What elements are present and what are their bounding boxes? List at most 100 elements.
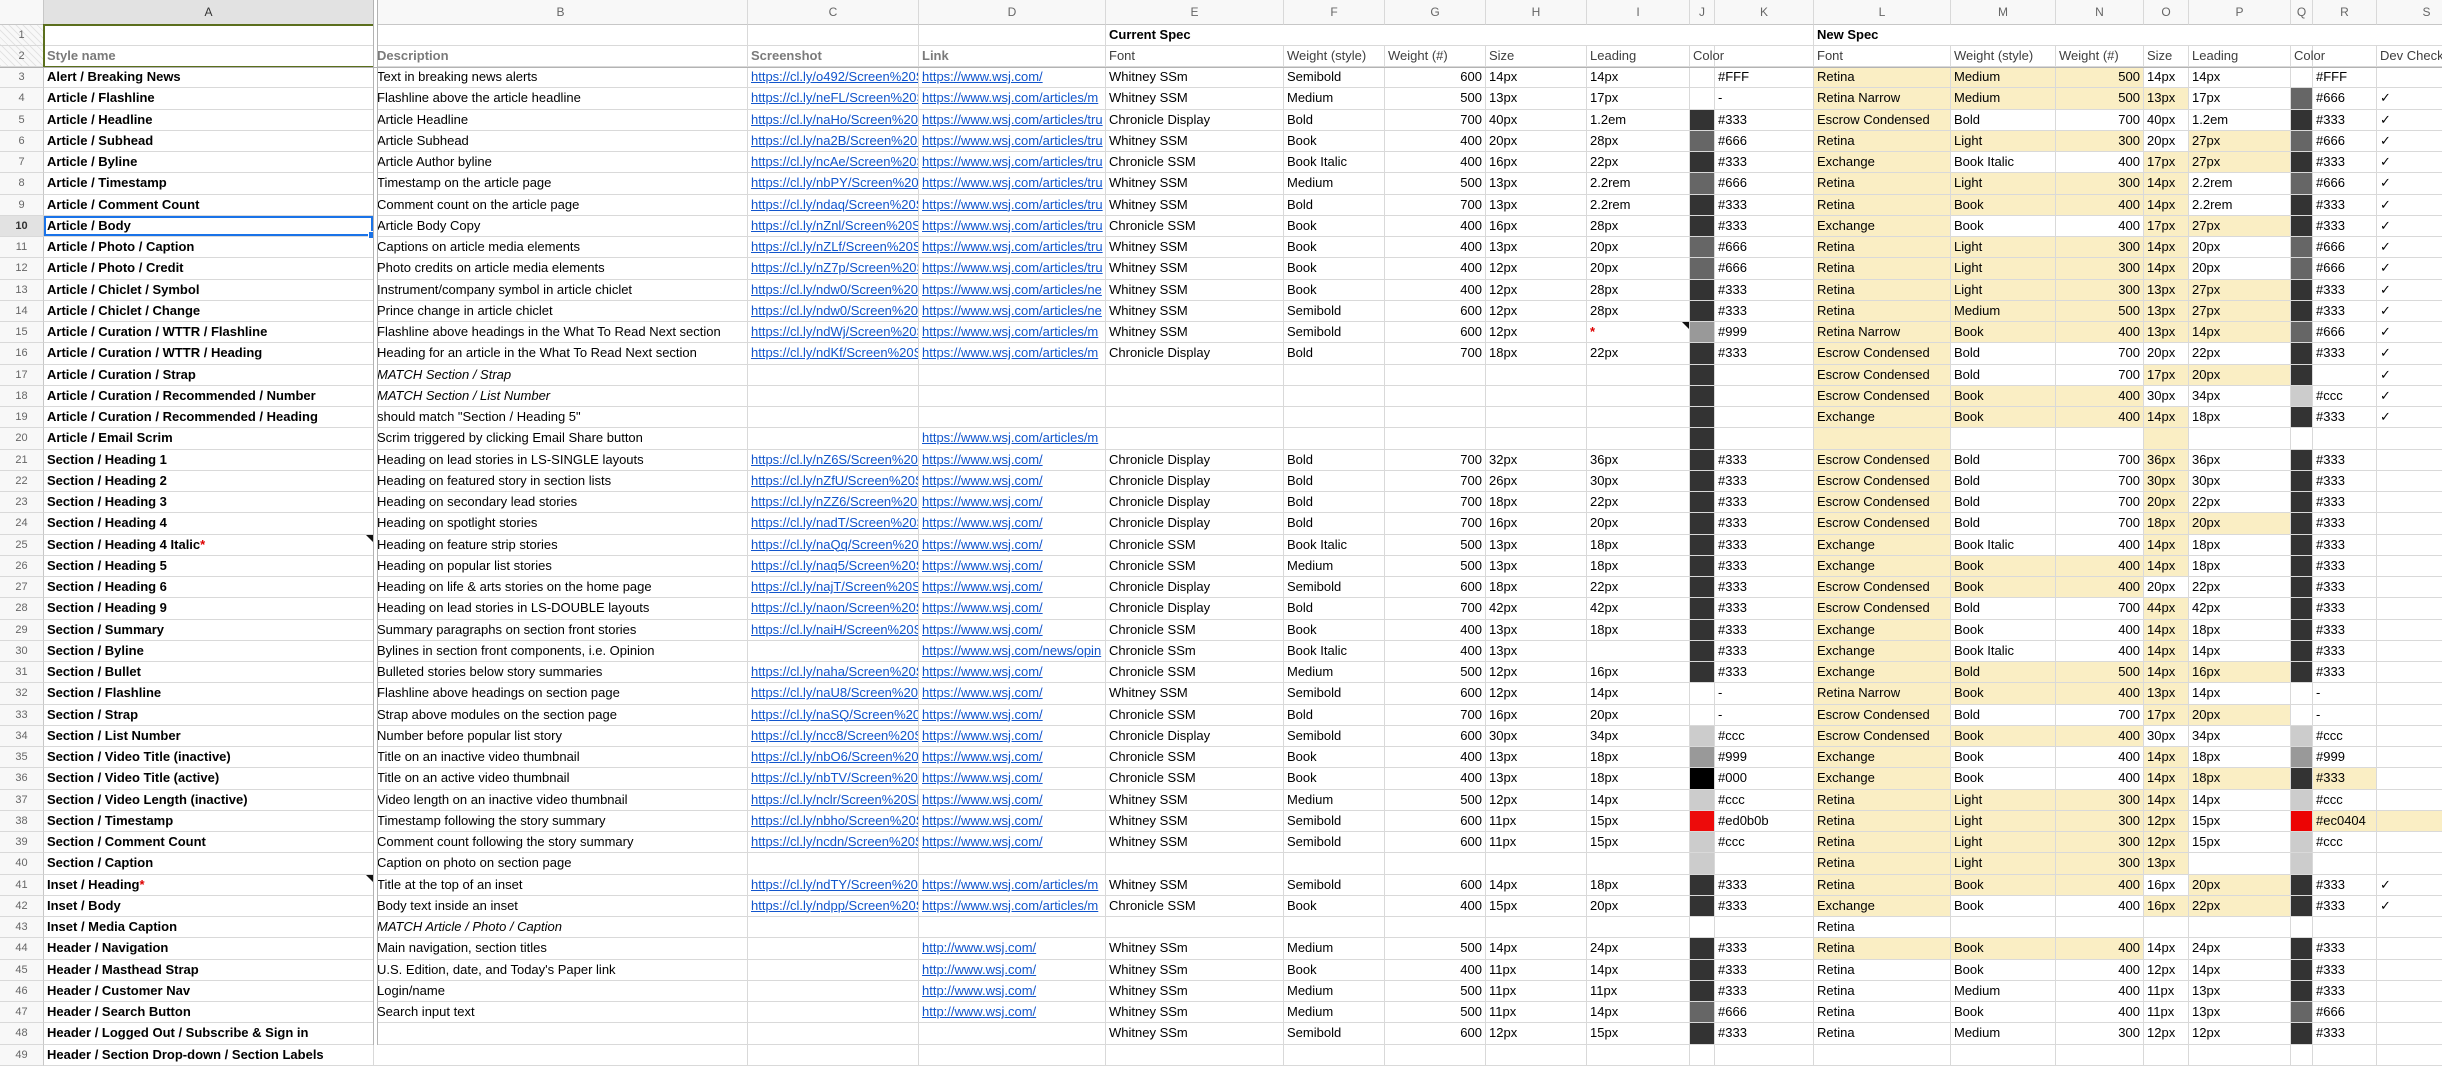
cell-P7[interactable]: 27px (2189, 152, 2291, 174)
cell-O12[interactable]: 14px (2144, 258, 2189, 280)
cell-F12[interactable]: Book (1284, 258, 1385, 280)
cell-O41[interactable]: 16px (2144, 874, 2189, 896)
new-color-swatch[interactable] (2291, 279, 2313, 301)
row-header-25[interactable]: 25 (0, 534, 44, 556)
cell-L13[interactable]: Retina (1814, 279, 1951, 301)
cell-G37[interactable]: 500 (1385, 789, 1486, 811)
cell-B3[interactable]: Text in breaking news alerts (374, 67, 748, 89)
cell-I7[interactable]: 22px (1587, 152, 1690, 174)
cell-I39[interactable]: 15px (1587, 832, 1690, 854)
cell-P48[interactable]: 12px (2189, 1023, 2291, 1045)
cell-P36[interactable]: 18px (2189, 768, 2291, 790)
current-leading-header[interactable]: Leading (1587, 46, 1690, 67)
cell-N20[interactable] (2056, 428, 2144, 450)
cell-F13[interactable]: Book (1284, 279, 1385, 301)
cell-I15[interactable]: * (1587, 322, 1690, 344)
cell-L25[interactable]: Exchange (1814, 534, 1951, 556)
cell-E4[interactable]: Whitney SSM (1106, 88, 1284, 110)
cell-N45[interactable]: 400 (2056, 959, 2144, 981)
page-link[interactable]: https://www.wsj.com/articles/tru (922, 217, 1103, 233)
cell-R25[interactable]: #333 (2313, 534, 2377, 556)
cell-E25[interactable]: Chronicle SSM (1106, 534, 1284, 556)
cell-R33[interactable]: - (2313, 704, 2377, 726)
cell-S43[interactable] (2377, 917, 2442, 939)
page-link[interactable]: https://www.wsj.com/ (922, 515, 1043, 531)
cell-P10[interactable]: 27px (2189, 215, 2291, 237)
cell-H41[interactable]: 14px (1486, 874, 1587, 896)
cell-A14[interactable]: Article / Chiclet / Change (44, 300, 374, 322)
row-header-47[interactable]: 47 (0, 1002, 44, 1024)
cell-D25[interactable]: https://www.wsj.com/ (919, 534, 1106, 556)
cell-K15[interactable]: #999 (1715, 322, 1814, 344)
cell-S39[interactable] (2377, 832, 2442, 854)
screenshot-link[interactable]: https://cl.ly/na2B/Screen%20S (751, 132, 919, 148)
cell-R42[interactable]: #333 (2313, 895, 2377, 917)
cell-R13[interactable]: #333 (2313, 279, 2377, 301)
cell-G35[interactable]: 400 (1385, 747, 1486, 769)
cell-R21[interactable]: #333 (2313, 449, 2377, 471)
cell-H18[interactable] (1486, 385, 1587, 407)
cell-F27[interactable]: Semibold (1284, 577, 1385, 599)
cell-I10[interactable]: 28px (1587, 215, 1690, 237)
cell-E42[interactable]: Chronicle SSM (1106, 895, 1284, 917)
row-header-19[interactable]: 19 (0, 407, 44, 429)
cell-L34[interactable]: Escrow Condensed (1814, 725, 1951, 747)
cell-I30[interactable] (1587, 640, 1690, 662)
cell-C44[interactable] (748, 938, 919, 960)
cell-I6[interactable]: 28px (1587, 130, 1690, 152)
new-color-swatch[interactable] (2291, 683, 2313, 705)
cell-H8[interactable]: 13px (1486, 173, 1587, 195)
cell-O30[interactable]: 14px (2144, 640, 2189, 662)
cell-O8[interactable]: 14px (2144, 173, 2189, 195)
new-color-swatch[interactable] (2291, 874, 2313, 896)
page-link[interactable]: https://www.wsj.com/ (922, 557, 1043, 573)
cell-E43[interactable] (1106, 917, 1284, 939)
new-color-swatch[interactable] (2291, 300, 2313, 322)
cell-A13[interactable]: Article / Chiclet / Symbol (44, 279, 374, 301)
cell-D5[interactable]: https://www.wsj.com/articles/tru (919, 109, 1106, 131)
page-link[interactable]: https://www.wsj.com/articles/m (922, 345, 1099, 361)
cell-K18[interactable] (1715, 385, 1814, 407)
cell-P23[interactable]: 22px (2189, 492, 2291, 514)
cell-A28[interactable]: Section / Heading 9 (44, 598, 374, 620)
cell-P47[interactable]: 13px (2189, 1002, 2291, 1024)
cell-G31[interactable]: 500 (1385, 662, 1486, 684)
cell-R38[interactable]: #ec0404 (2313, 810, 2377, 832)
cell-P34[interactable]: 34px (2189, 725, 2291, 747)
column-header-N[interactable]: N (2056, 0, 2144, 25)
current-color-swatch[interactable] (1690, 258, 1715, 280)
cell-I3[interactable]: 14px (1587, 67, 1690, 89)
cell-M18[interactable]: Book (1951, 385, 2056, 407)
cell-N6[interactable]: 300 (2056, 130, 2144, 152)
cell-E38[interactable]: Whitney SSM (1106, 810, 1284, 832)
cell-F25[interactable]: Book Italic (1284, 534, 1385, 556)
cell-B32[interactable]: Flashline above headings on section page (374, 683, 748, 705)
cell-K48[interactable]: #333 (1715, 1023, 1814, 1045)
new-color-swatch[interactable] (2291, 109, 2313, 131)
row-header-38[interactable]: 38 (0, 810, 44, 832)
screenshot-link[interactable]: https://cl.ly/nZ7p/Screen%20S (751, 260, 919, 276)
row-header-32[interactable]: 32 (0, 683, 44, 705)
cell-C46[interactable] (748, 980, 919, 1002)
cell-M34[interactable]: Book (1951, 725, 2056, 747)
cell-R48[interactable]: #333 (2313, 1023, 2377, 1045)
cell-F14[interactable]: Semibold (1284, 300, 1385, 322)
cell-L27[interactable]: Escrow Condensed (1814, 577, 1951, 599)
new-color-swatch[interactable] (2291, 598, 2313, 620)
cell-I29[interactable]: 18px (1587, 619, 1690, 641)
cell-P43[interactable] (2189, 917, 2291, 939)
current-color-swatch[interactable] (1690, 683, 1715, 705)
cell-E15[interactable]: Whitney SSM (1106, 322, 1284, 344)
cell-I11[interactable]: 20px (1587, 237, 1690, 259)
cell-R18[interactable]: #ccc (2313, 385, 2377, 407)
column-header-R[interactable]: R (2313, 0, 2377, 25)
cell-D30[interactable]: https://www.wsj.com/news/opin (919, 640, 1106, 662)
row-header-37[interactable]: 37 (0, 789, 44, 811)
page-link[interactable]: https://www.wsj.com/ (922, 579, 1043, 594)
cell-B26[interactable]: Heading on popular list stories (374, 555, 748, 577)
cell-B6[interactable]: Article Subhead (374, 130, 748, 152)
cell-O39[interactable]: 12px (2144, 832, 2189, 854)
cell-K25[interactable]: #333 (1715, 534, 1814, 556)
cell-I25[interactable]: 18px (1587, 534, 1690, 556)
cell-R29[interactable]: #333 (2313, 619, 2377, 641)
